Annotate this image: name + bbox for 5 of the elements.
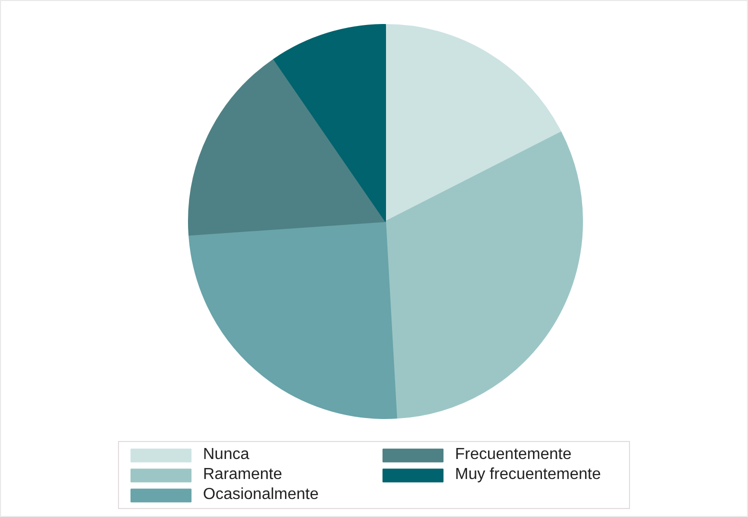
- legend-label: Muy frecuentemente: [455, 466, 602, 484]
- legend-label: Raramente: [203, 466, 284, 484]
- legend-label: Frecuentemente: [455, 446, 573, 464]
- legend-label: Nunca: [203, 446, 250, 464]
- legend-label: Ocasionalmente: [203, 486, 320, 504]
